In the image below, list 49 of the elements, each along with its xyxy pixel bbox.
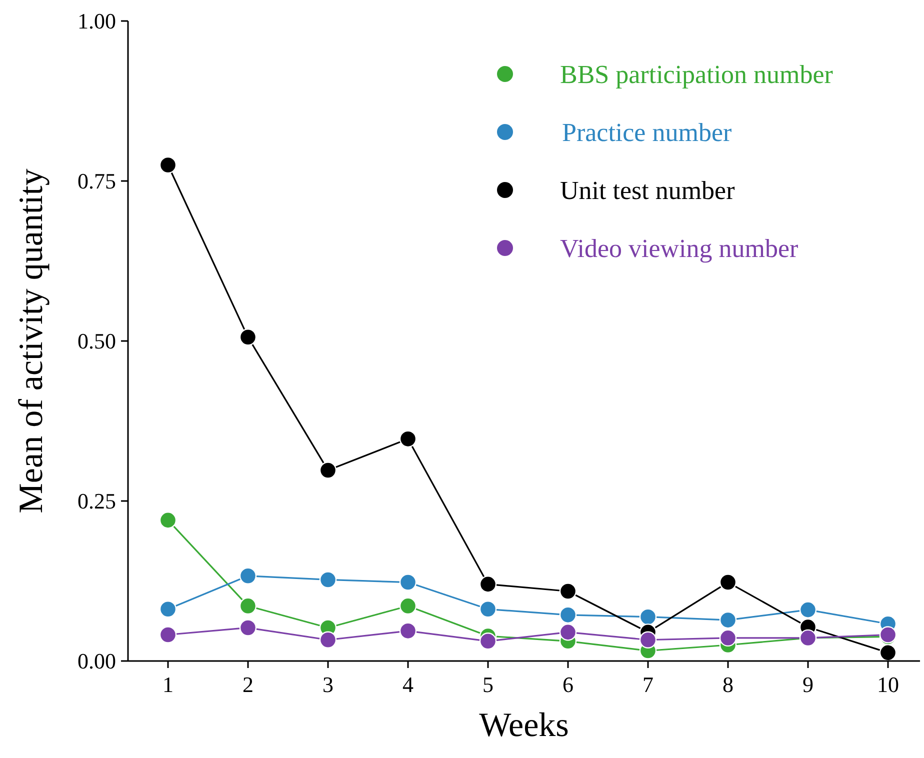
point	[319, 571, 337, 588]
point	[479, 600, 497, 618]
point	[719, 574, 737, 591]
x-tick-label: 2	[242, 672, 254, 697]
x-tick-label: 6	[562, 672, 574, 697]
x-tick-label: 8	[722, 672, 734, 697]
y-axis-title: Mean of activity quantity	[13, 168, 50, 514]
point	[239, 567, 257, 584]
x-tick-label: 4	[402, 672, 414, 697]
x-tick-label: 1	[162, 672, 174, 697]
x-tick-label: 9	[802, 672, 814, 697]
point	[159, 156, 177, 174]
point	[879, 644, 897, 662]
point	[399, 597, 417, 615]
y-tick-label: 0.75	[78, 168, 116, 194]
x-tick-label: 3	[322, 672, 334, 697]
point	[479, 632, 497, 650]
point	[559, 606, 577, 624]
x-axis-title: Weeks	[479, 707, 569, 744]
point	[159, 626, 177, 644]
legend-label: BBS participation number	[560, 60, 834, 90]
x-tick-label: 7	[642, 672, 654, 697]
point	[239, 328, 257, 346]
point	[719, 611, 737, 629]
point	[399, 430, 417, 448]
x-tick-label: 5	[482, 672, 494, 697]
x-tick-label: 10	[877, 672, 899, 697]
point	[559, 582, 577, 600]
y-tick-label: 0.25	[78, 488, 116, 514]
legend-label: Video viewing number	[560, 234, 799, 264]
point	[399, 574, 417, 591]
legend-label: Unit test number	[560, 176, 736, 206]
point	[559, 624, 577, 641]
point	[239, 619, 257, 636]
point	[319, 462, 337, 479]
y-tick-label: 0.00	[78, 648, 116, 674]
point	[639, 631, 657, 648]
point	[479, 576, 497, 593]
y-tick-label: 0.50	[78, 328, 116, 354]
point	[319, 631, 337, 648]
point	[239, 597, 257, 615]
legend-label: Practice number	[562, 118, 732, 148]
point	[799, 601, 817, 618]
point	[399, 622, 417, 640]
point	[639, 608, 657, 626]
point	[159, 600, 177, 618]
point	[159, 512, 177, 529]
point	[719, 629, 737, 647]
y-tick-label: 1.00	[78, 8, 116, 34]
